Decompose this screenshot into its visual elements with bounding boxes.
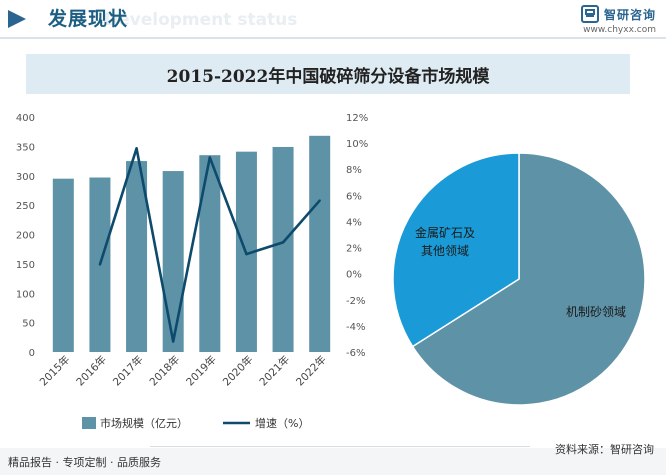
brand-name: 智研咨询 [603, 7, 656, 22]
brand-logo-icon [580, 5, 599, 23]
header-title: 发展现状 [48, 8, 129, 30]
left-axis-tick: 400 [16, 113, 35, 124]
pie-slice-金属矿石及其他领域 [392, 152, 520, 348]
bar-2017年 [126, 161, 148, 352]
left-axis-tick: 150 [16, 260, 35, 271]
left-axis-tick: 250 [16, 201, 35, 212]
footer-source: 资料来源：智研咨询 [555, 443, 654, 456]
left-axis-tick: 0 [29, 348, 35, 359]
x-axis-tick: 2021年 [257, 353, 293, 389]
x-axis-tick: 2019年 [183, 353, 219, 389]
right-axis-tick: -4% [346, 322, 365, 333]
right-axis-tick: -2% [346, 296, 365, 307]
left-axis-tick: 100 [16, 289, 35, 300]
header-arrow-icon [8, 10, 26, 28]
chart-title: 2015-2022年中国破碎筛分设备市场规模 [166, 66, 490, 87]
brand-url: www.chyxx.com [583, 25, 656, 35]
left-axis-tick: 200 [16, 231, 35, 242]
left-axis-tick: 350 [16, 142, 35, 153]
x-axis-tick: 2020年 [220, 353, 256, 389]
right-axis-tick: 12% [346, 113, 368, 124]
pie-label-metal-ore: 其他领域 [421, 244, 469, 258]
growth-point-2021年 [281, 241, 285, 244]
footer-divider [150, 446, 530, 447]
brand-block: 智研咨询 [580, 5, 656, 23]
x-axis-tick: 2016年 [74, 353, 110, 389]
left-axis-tick: 50 [22, 319, 35, 330]
x-axis-tick: 2018年 [147, 353, 183, 389]
bar-2019年 [199, 155, 221, 352]
growth-point-2017年 [135, 147, 138, 150]
right-axis-tick: 6% [346, 191, 362, 202]
x-axis-tick: 2022年 [293, 353, 329, 389]
pie-label-machine-sand: 机制砂领域 [566, 305, 626, 319]
right-axis-tick: 0% [346, 270, 362, 281]
right-axis-tick: 4% [346, 217, 362, 228]
legend-line-label: 增速（%） [255, 416, 309, 430]
footer-bar [0, 448, 666, 475]
header-subtitle: Development status [104, 10, 298, 30]
growth-point-2018年 [171, 340, 175, 343]
header-divider [0, 37, 666, 39]
bar-2021年 [272, 146, 294, 352]
growth-point-2022年 [318, 199, 321, 202]
bar-2022年 [309, 135, 331, 352]
right-axis-tick: 8% [346, 165, 362, 176]
growth-point-2019年 [208, 156, 212, 159]
bar-2015年 [52, 178, 74, 352]
growth-point-2020年 [245, 252, 248, 256]
chart-title-band: 2015-2022年中国破碎筛分设备市场规模 [26, 54, 630, 94]
footer-tagline: 精品报告 · 专项定制 · 品质服务 [8, 456, 161, 469]
left-axis-tick: 300 [16, 172, 35, 183]
legend-bar-label: 市场规模（亿元） [100, 416, 188, 430]
right-axis-tick: 10% [346, 139, 368, 150]
right-axis-tick: 2% [346, 244, 362, 255]
x-axis-tick: 2015年 [37, 353, 73, 389]
legend-bar-swatch [82, 417, 96, 429]
bar-2018年 [162, 171, 184, 352]
pie-slice-机制砂领域 [411, 152, 646, 406]
pie-label-metal-ore: 金属矿石及 [415, 225, 475, 240]
growth-point-2016年 [98, 263, 102, 266]
x-axis-tick: 2017年 [110, 353, 146, 389]
right-axis-tick: -6% [346, 348, 365, 359]
